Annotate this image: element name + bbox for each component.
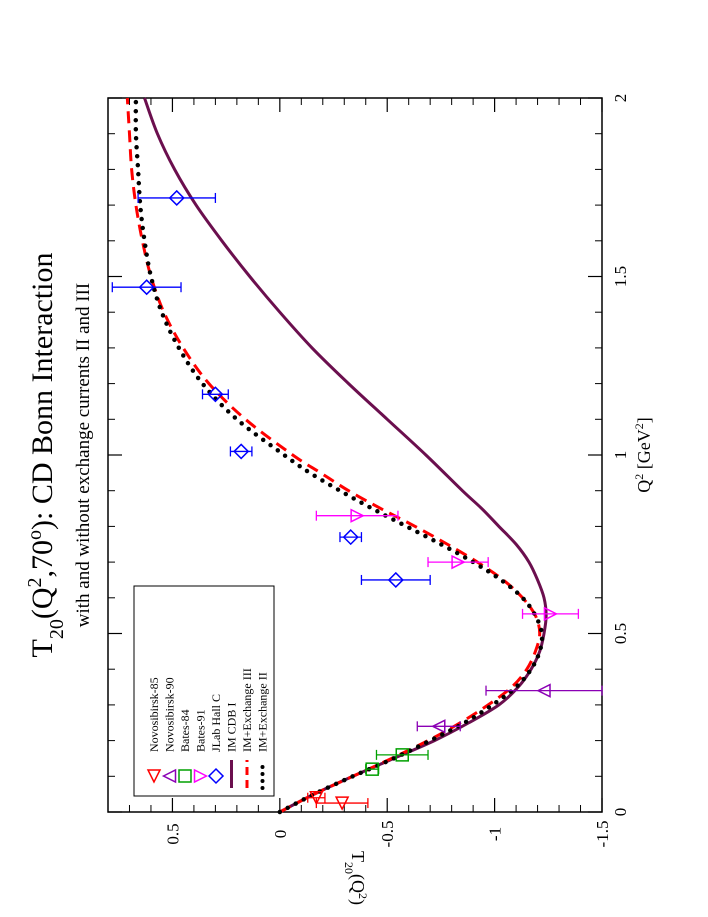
minor-ticks (108, 98, 602, 812)
legend-label: Bates-84 (178, 709, 192, 752)
data-point-novosibirsk-85 (334, 796, 350, 811)
x-tick-label: 1.5 (611, 266, 630, 287)
chart-subtitle: with and without exchange currents II an… (73, 283, 94, 628)
legend-label: Novosibirsk-90 (163, 677, 177, 752)
data-point-jlab-hall-c (342, 529, 359, 546)
legend: Novosibirsk-85 Novosibirsk-90 Bates-84 Bate… (133, 585, 275, 797)
legend-symbol (161, 768, 177, 784)
x-tick-labels: 0 0.5 1 1.5 2 (611, 94, 630, 817)
data-point-novosibirsk-90 (536, 683, 551, 698)
legend-symbol (146, 769, 162, 784)
legend-label: IM+Exchange II (256, 672, 270, 752)
legend-label: JLab Hall C (209, 694, 223, 752)
legend-symbol (193, 768, 209, 784)
x-tick-label: 2 (611, 94, 630, 103)
data-point-jlab-hall-c (168, 189, 185, 207)
data-point-novosibirsk-90 (431, 719, 446, 734)
major-ticks (108, 97, 603, 813)
data-point-jlab-hall-c (387, 571, 404, 589)
data-point-jlab-hall-c (138, 279, 155, 296)
y-tick-label: 0 (271, 830, 290, 839)
x-tick-label: 0.5 (611, 623, 630, 644)
y-axis-label: T20(Q2) (342, 851, 370, 905)
y-tick-label: -1.5 (593, 821, 612, 848)
data-point-jlab-hall-c (233, 443, 250, 460)
legend-box (133, 585, 275, 797)
data-point-novosibirsk-85 (309, 790, 324, 806)
data-point-bates-91 (350, 508, 365, 523)
legend-label: Novosibirsk-85 (147, 677, 161, 752)
y-tick-label: 0.5 (163, 823, 182, 844)
y-tick-label: -1 (486, 827, 505, 841)
x-tick-label: 0 (611, 808, 630, 817)
legend-symbol (178, 769, 192, 783)
data-point-bates-91 (451, 554, 466, 570)
x-axis-label: Q2 [GeV2] (632, 417, 654, 492)
x-tick-label: 1 (611, 451, 630, 460)
legend-symbol (207, 767, 225, 785)
y-tick-labels: -1.5 -1 -0.5 0 0.5 (163, 821, 612, 848)
y-tick-label: -0.5 (378, 821, 397, 848)
curve-im-cdb-i (143, 97, 548, 814)
data-point-bates-91 (543, 606, 559, 622)
data-point-bates-84 (365, 762, 379, 776)
legend-label: Bates-91 (194, 709, 208, 752)
chart-title: T20(Q2,70o): CD Bonn Interaction (24, 253, 68, 658)
data-point-jlab-hall-c (207, 386, 224, 403)
data-points (111, 189, 603, 811)
legend-label: IM+Exchange III (240, 668, 254, 752)
data-point-bates-84 (395, 748, 410, 762)
curve-im-exchange-ii (133, 95, 545, 815)
legend-label: IM CDB I (225, 703, 239, 752)
